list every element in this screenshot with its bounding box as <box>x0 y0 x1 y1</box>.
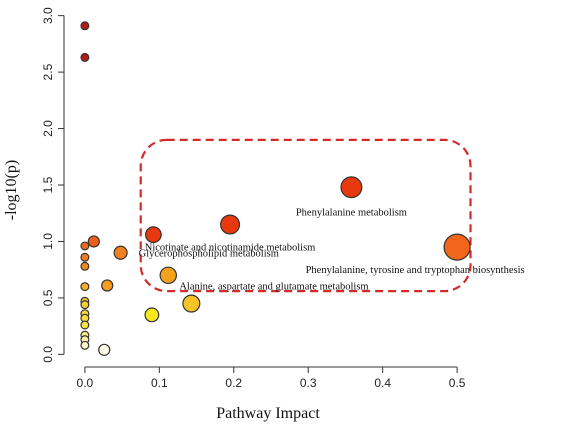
pathway-bubble <box>443 233 471 261</box>
pathway-bubble <box>113 245 128 260</box>
pathway-bubble <box>144 307 160 323</box>
y-tick-label: 0.5 <box>41 289 55 306</box>
bubbles <box>80 21 471 356</box>
pathway-bubble <box>340 176 363 199</box>
pathway-bubble <box>98 343 111 356</box>
pathway-bubble <box>80 52 90 62</box>
pathway-bubble <box>80 340 90 350</box>
pathway-bubble <box>80 282 90 292</box>
y-tick-label: 2.0 <box>41 120 55 137</box>
pathway-label: Glycerophospholipid metabolism <box>139 249 279 260</box>
highlight-box <box>139 138 472 293</box>
y-axis-title: -log10(p) <box>3 160 20 220</box>
annotations: Phenylalanine metabolism Nicotinate and n… <box>139 207 525 292</box>
x-axis-title: Pathway Impact <box>216 405 320 422</box>
pathway-bubble <box>80 241 90 251</box>
x-tick-label: 0.2 <box>225 376 242 390</box>
x-ticks: 0.0 0.1 0.2 0.3 0.4 0.5 <box>77 367 466 390</box>
y-tick-label: 3.0 <box>41 7 55 24</box>
y-tick-label: 2.5 <box>41 63 55 80</box>
pathway-bubble <box>159 266 177 285</box>
y-tick-label: 1.5 <box>41 176 55 193</box>
pathway-label: Alanine, aspartate and glutamate metabol… <box>179 282 368 293</box>
pathway-bubble <box>182 294 201 313</box>
pathway-bubble <box>101 279 114 292</box>
pathway-bubble <box>80 21 90 31</box>
y-tick-label: 1.0 <box>41 233 55 250</box>
axes: 0.0 0.5 1.0 1.5 2.0 2.5 3.0 0.0 0.1 0.2 0.3 0.4 0.5 <box>41 7 466 390</box>
pathway-bubble <box>87 235 100 248</box>
pathway-label: Nicotinate and nicotinamide metabolism <box>145 243 316 254</box>
pathway-bubble <box>80 252 90 262</box>
pathway-bubble <box>80 300 90 310</box>
x-tick-label: 0.3 <box>300 376 317 390</box>
pathway-bubble <box>220 214 241 235</box>
x-tick-label: 0.0 <box>77 376 94 390</box>
y-tick-label: 0.0 <box>41 346 55 363</box>
x-tick-label: 0.1 <box>151 376 168 390</box>
x-tick-label: 0.5 <box>449 376 466 390</box>
pathway-bubble <box>144 226 162 244</box>
pathway-label: Phenylalanine metabolism <box>296 207 407 218</box>
x-tick-label: 0.4 <box>374 376 391 390</box>
pathway-label: Phenylalanine, tyrosine and tryptophan b… <box>306 265 525 276</box>
pathway-bubble <box>80 320 90 330</box>
y-ticks: 0.0 0.5 1.0 1.5 2.0 2.5 3.0 <box>41 7 64 363</box>
pathway-bubble <box>80 261 90 271</box>
